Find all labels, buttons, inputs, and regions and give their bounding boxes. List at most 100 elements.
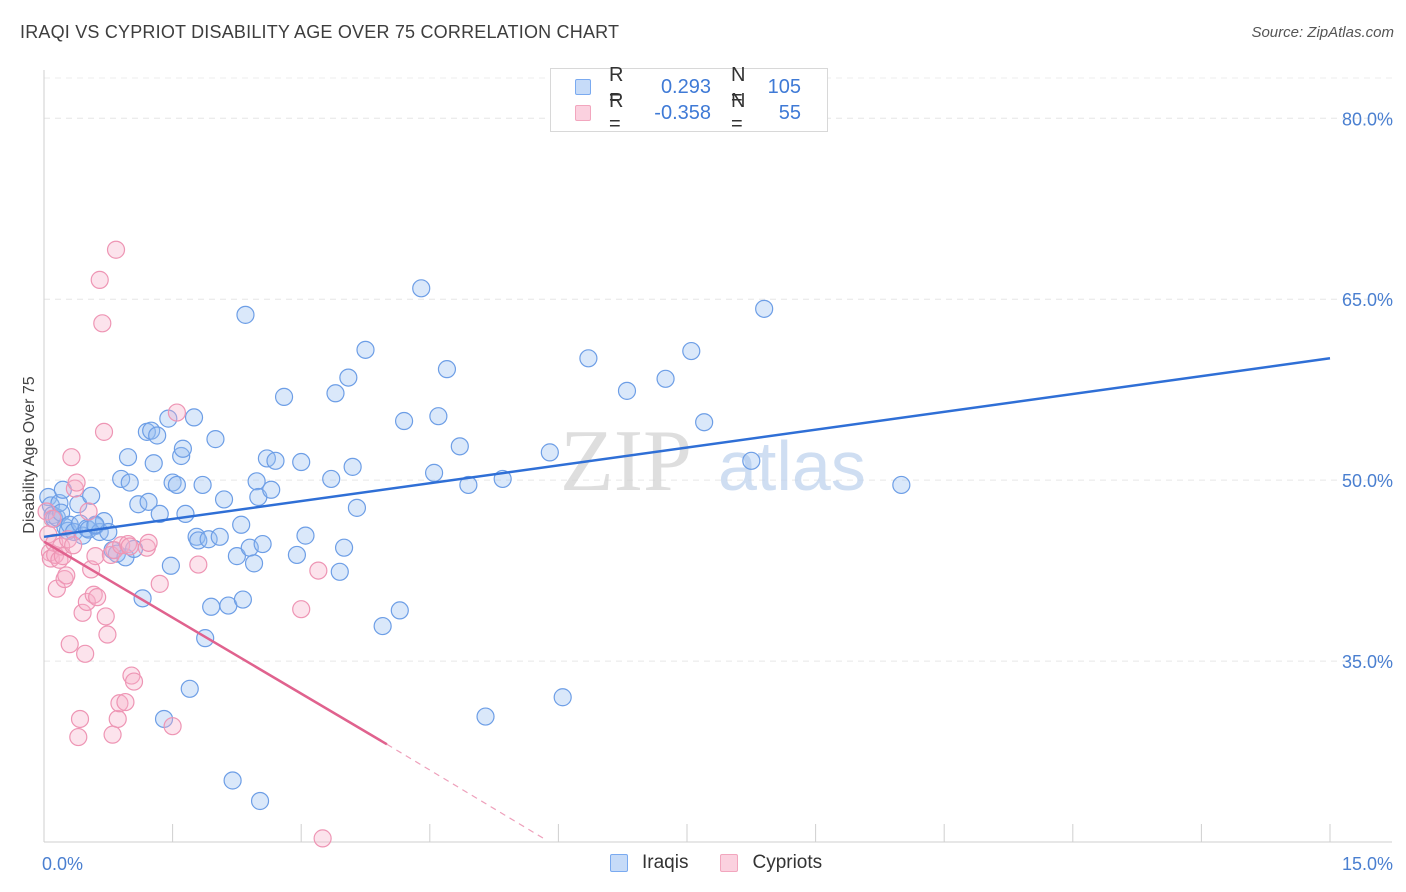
iraqi-point bbox=[214, 490, 234, 509]
legend-r-label: R = bbox=[609, 64, 624, 109]
cypriot-point bbox=[94, 422, 114, 441]
legend-label-iraqis: Iraqis bbox=[642, 852, 689, 873]
cypriot-point bbox=[93, 314, 112, 333]
iraqi-point bbox=[262, 480, 281, 499]
legend-swatch-iraqis bbox=[575, 79, 591, 95]
cypriot-point bbox=[103, 725, 122, 744]
cypriot-point bbox=[139, 533, 158, 552]
chart-title: IRAQI VS CYPRIOT DISABILITY AGE OVER 75 … bbox=[20, 22, 620, 42]
correlation-legend: R = 0.293 N = 105 R = -0.358 N = 55 bbox=[550, 64, 828, 135]
iraqi-point bbox=[579, 349, 598, 368]
cypriot-point bbox=[124, 672, 144, 691]
cypriot-point bbox=[64, 536, 83, 555]
cypriot-point bbox=[120, 537, 139, 556]
iraqi-point bbox=[210, 527, 229, 546]
iraqi-point bbox=[617, 381, 637, 400]
iraqi-point bbox=[326, 384, 345, 403]
cypriot-point bbox=[70, 709, 90, 729]
iraqi-point bbox=[394, 411, 414, 431]
watermark-atlas: atlas bbox=[718, 427, 866, 505]
axes bbox=[43, 70, 1392, 843]
x-tick-labels: 0.0% 15.0% bbox=[42, 854, 1393, 874]
legend-n-label: N = bbox=[731, 90, 746, 135]
cypriot-point bbox=[79, 502, 98, 521]
cypriot-point bbox=[47, 579, 66, 598]
series-legend: Iraqis Cypriots bbox=[610, 852, 854, 874]
iraqi-point bbox=[450, 437, 469, 456]
iraqi-point bbox=[223, 771, 242, 790]
cypriot-point bbox=[292, 600, 311, 619]
iraqi-point bbox=[274, 387, 294, 406]
iraqi-point bbox=[247, 472, 266, 491]
iraqi-point bbox=[540, 443, 559, 462]
iraqi-point bbox=[253, 534, 272, 554]
legend-item-iraqis[interactable]: Iraqis bbox=[610, 852, 688, 874]
cypriot-point bbox=[67, 473, 86, 492]
cypriot-point bbox=[116, 692, 135, 712]
cypriot-point bbox=[84, 585, 103, 604]
iraqi-point bbox=[202, 597, 221, 616]
iraqi-point bbox=[118, 448, 138, 467]
y-tick-labels: 80.0% 65.0% 50.0% 35.0% bbox=[1342, 109, 1393, 672]
iraqi-point bbox=[139, 492, 158, 511]
cypriot-point bbox=[43, 509, 62, 528]
legend-r-value: 0.293 bbox=[660, 75, 711, 98]
iraqi-point bbox=[373, 616, 392, 636]
cypriot-point bbox=[150, 574, 169, 593]
iraqi-point bbox=[330, 562, 349, 581]
legend-row-cypriots: R = -0.358 N = 55 bbox=[575, 90, 801, 135]
legend-item-cypriots[interactable]: Cypriots bbox=[720, 852, 822, 874]
cypriot-point bbox=[98, 625, 117, 644]
iraqi-point bbox=[334, 538, 354, 557]
iraqi-point bbox=[176, 504, 195, 524]
cypriot-point bbox=[60, 635, 79, 654]
iraqi-point bbox=[347, 498, 367, 517]
cypriot-point bbox=[77, 592, 96, 612]
series-iraqis-points bbox=[39, 279, 911, 811]
legend-n-value: 55 bbox=[778, 101, 801, 124]
cypriot-point bbox=[90, 270, 109, 289]
y-tick-label: 50.0% bbox=[1342, 471, 1393, 491]
cypriot-point bbox=[163, 717, 182, 736]
legend-row-iraqis: R = 0.293 N = 105 bbox=[575, 64, 801, 109]
iraqi-point bbox=[227, 547, 246, 566]
iraqi-point bbox=[172, 446, 191, 466]
iraqi-point bbox=[266, 451, 285, 470]
legend-swatch-iraqis bbox=[610, 854, 628, 872]
iraqi-point bbox=[682, 341, 701, 361]
y-tick-label: 35.0% bbox=[1342, 652, 1393, 672]
iraqi-point bbox=[232, 515, 251, 534]
x-tick-label: 15.0% bbox=[1342, 854, 1393, 874]
iraqi-point bbox=[892, 475, 911, 495]
cypriot-point bbox=[106, 240, 126, 259]
y-tick-label: 65.0% bbox=[1342, 290, 1393, 310]
iraqi-point bbox=[148, 426, 167, 445]
iraqi-point bbox=[459, 475, 478, 495]
cypriot-point bbox=[37, 502, 56, 521]
iraqi-point bbox=[356, 340, 375, 359]
iraqi-point bbox=[142, 421, 161, 440]
source-label: Source: ZipAtlas.com bbox=[1251, 24, 1394, 41]
cypriot-point bbox=[88, 588, 107, 607]
iraqi-point bbox=[150, 504, 169, 524]
iraqi-point bbox=[199, 530, 218, 549]
iraqi-point bbox=[120, 473, 139, 492]
iraqi-point bbox=[412, 279, 431, 298]
iraqi-point bbox=[167, 475, 186, 495]
x-tick-label: 0.0% bbox=[42, 854, 83, 874]
iraqi-point bbox=[144, 454, 163, 473]
cypriot-point bbox=[313, 829, 332, 848]
iraqi-point bbox=[424, 463, 444, 482]
legend-n-value: 105 bbox=[767, 75, 801, 98]
trend-line-cypriots bbox=[43, 540, 388, 746]
trend-line-iraqis bbox=[43, 357, 1331, 539]
iraqi-point bbox=[656, 369, 675, 388]
iraqi-point bbox=[755, 299, 774, 318]
cypriot-point bbox=[86, 547, 105, 566]
cypriot-point bbox=[57, 566, 76, 585]
iraqi-point bbox=[429, 407, 448, 426]
cypriot-point bbox=[309, 561, 328, 580]
iraqi-point bbox=[437, 360, 457, 379]
trend-line-cypriots-extension bbox=[386, 743, 546, 841]
cypriot-point bbox=[167, 403, 186, 422]
